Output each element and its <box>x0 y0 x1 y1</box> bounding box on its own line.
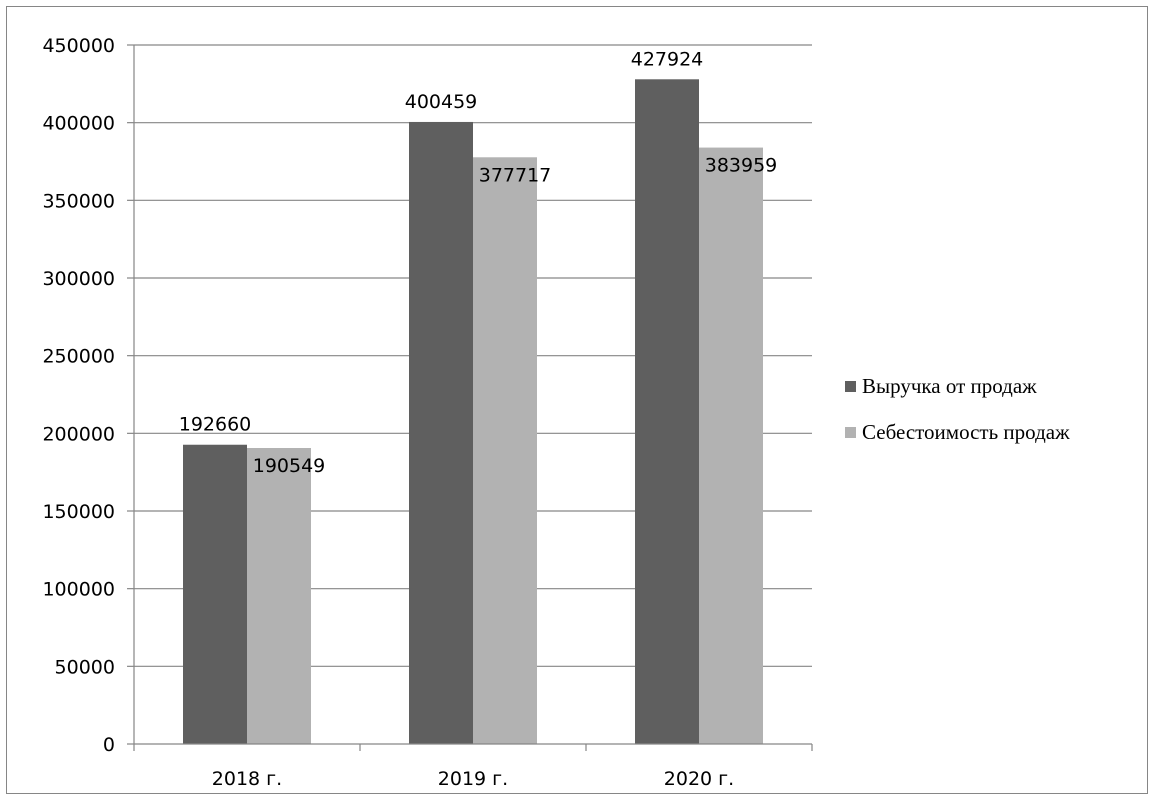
y-tick-label: 50000 <box>55 656 115 678</box>
legend: Выручка от продаж Себестоимость продаж <box>845 374 1070 444</box>
legend-swatch <box>845 427 856 438</box>
y-tick-label: 250000 <box>42 346 115 368</box>
data-label: 377717 <box>479 164 552 186</box>
bars <box>183 79 763 745</box>
y-tick-label: 300000 <box>42 268 115 290</box>
data-label: 192660 <box>179 414 252 436</box>
y-tick-label: 450000 <box>42 35 115 57</box>
bar <box>699 147 763 744</box>
bar <box>183 444 247 744</box>
y-tick-label: 350000 <box>42 190 115 212</box>
chart-area: 0 50000 100000 150000 200000 250000 300000 3500… <box>6 6 1148 794</box>
legend-label: Выручка от продаж <box>862 374 1037 398</box>
y-tick-label: 400000 <box>42 113 115 135</box>
y-tick-label: 0 <box>103 734 115 756</box>
y-tick-label: 100000 <box>42 579 115 601</box>
y-tick-label: 200000 <box>42 423 115 445</box>
legend-label: Себестоимость продаж <box>862 420 1070 444</box>
bar-chart: 0 50000 100000 150000 200000 250000 300000 3500… <box>42 35 1070 790</box>
axes: 0 50000 100000 150000 200000 250000 300000 3500… <box>42 35 813 790</box>
data-label: 427924 <box>631 48 704 70</box>
data-label: 190549 <box>253 455 326 477</box>
bar <box>247 448 311 744</box>
y-tick-label: 150000 <box>42 501 115 523</box>
data-label: 400459 <box>405 91 478 113</box>
data-label: 383959 <box>705 155 778 177</box>
bar <box>635 79 699 745</box>
x-tick-label: 2019 г. <box>438 768 508 790</box>
x-tick-label: 2018 г. <box>212 768 282 790</box>
bar <box>409 121 473 745</box>
legend-swatch <box>845 381 856 392</box>
bar <box>473 157 537 744</box>
x-tick-label: 2020 г. <box>664 768 734 790</box>
